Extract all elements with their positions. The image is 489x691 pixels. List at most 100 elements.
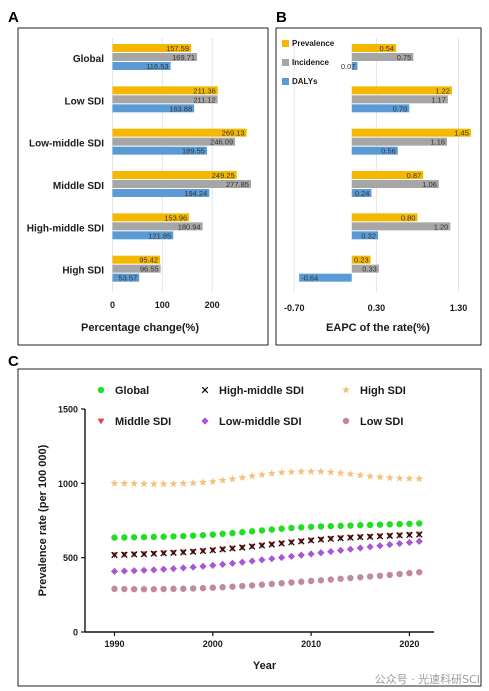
point-c-low_middle	[337, 546, 345, 554]
point-c-global	[288, 524, 295, 532]
point-c-low_middle	[219, 560, 227, 568]
point-c-high	[385, 473, 394, 482]
value-label-a-incidence: 96.55	[140, 265, 159, 274]
value-label-a-prevalence: 211.36	[193, 86, 215, 95]
point-c-low	[298, 578, 305, 585]
point-c-high	[169, 479, 178, 488]
bar-a-prevalence	[112, 171, 237, 179]
point-c-high_middle	[150, 550, 158, 557]
point-c-low_middle	[140, 566, 148, 574]
point-c-high	[316, 467, 325, 475]
legend-swatch-b-dalys	[282, 78, 289, 85]
point-c-low_middle	[376, 542, 384, 550]
point-c-high_middle	[278, 540, 285, 547]
value-label-b-incidence: 1.20	[434, 222, 449, 231]
x-axis-title-a: Percentage change(%)	[81, 322, 199, 334]
point-c-global	[121, 534, 128, 541]
value-label-a-incidence: 211.12	[193, 95, 215, 104]
legend-swatch-b-prevalence	[282, 40, 289, 47]
point-c-low_middle	[110, 567, 119, 575]
point-c-low_middle	[317, 549, 325, 557]
value-label-a-prevalence: 95.42	[139, 256, 158, 265]
point-c-low_middle	[395, 539, 404, 548]
x-tick-label-b: -0.70	[284, 303, 305, 313]
point-c-low_middle	[327, 547, 335, 556]
bar-b-dalys	[351, 189, 372, 197]
point-c-high_middle	[327, 535, 335, 543]
point-c-low_middle	[238, 558, 246, 566]
bar-a-dalys	[112, 231, 174, 240]
point-c-global	[357, 522, 364, 529]
value-label-b-incidence: 0.75	[397, 53, 412, 62]
bar-a-dalys	[112, 273, 140, 282]
legend-label-b-dalys: DALYs	[292, 77, 318, 86]
x-axis-title-c: Year	[253, 660, 277, 672]
point-c-low	[180, 585, 187, 592]
point-c-high_middle	[337, 534, 344, 542]
point-c-low_middle	[228, 559, 237, 567]
point-c-low_middle	[297, 551, 305, 559]
value-label-a-dalys: 194.24	[184, 189, 207, 198]
point-c-high_middle	[357, 533, 364, 541]
value-label-b-dalys: 0.32	[361, 231, 376, 240]
legend-marker-c-high	[342, 385, 350, 394]
point-c-high	[356, 470, 365, 479]
point-c-high_middle	[140, 550, 148, 558]
legend-label-c-low_middle: Low-middle SDI	[219, 416, 302, 428]
bar-a-dalys	[112, 104, 195, 113]
point-c-low	[229, 583, 236, 590]
point-c-global	[337, 522, 344, 530]
point-c-global	[366, 521, 374, 529]
point-c-high_middle	[219, 546, 226, 553]
value-label-a-incidence: 246.09	[210, 138, 233, 147]
point-c-high	[287, 467, 296, 476]
bar-b-dalys	[351, 62, 358, 70]
panel-a-letter: A	[8, 9, 19, 26]
bar-b-incidence	[351, 95, 448, 104]
legend-label-c-low: Low SDI	[360, 416, 403, 428]
point-c-low	[327, 576, 334, 583]
point-c-low	[111, 585, 118, 593]
bar-a-incidence	[112, 95, 218, 104]
legend-marker-c-global	[97, 386, 105, 394]
point-c-high	[336, 468, 345, 477]
bar-a-prevalence	[112, 213, 190, 222]
point-c-high_middle	[170, 549, 177, 557]
y-axis-title-c: Prevalence rate (per 100 000)	[37, 444, 49, 596]
legend-marker-c-high_middle	[201, 386, 209, 394]
point-c-high	[159, 479, 168, 488]
point-c-global	[298, 524, 305, 531]
bar-a-incidence	[112, 137, 236, 146]
point-c-low	[307, 577, 315, 585]
point-c-low	[366, 573, 374, 580]
point-c-low	[209, 584, 217, 591]
bar-b-incidence	[351, 180, 439, 188]
bar-a-incidence	[112, 222, 203, 231]
point-c-low	[199, 584, 207, 592]
category-label-a: Low-middle SDI	[29, 139, 104, 150]
value-label-b-incidence: 1.17	[431, 95, 446, 104]
bar-a-prevalence	[112, 128, 247, 137]
point-c-high	[218, 476, 227, 484]
point-c-high_middle	[160, 549, 167, 557]
legend-label-c-high_middle: High-middle SDI	[219, 385, 304, 397]
point-c-low_middle	[287, 552, 296, 560]
y-tick-label-c: 1500	[58, 405, 78, 415]
value-label-b-dalys: -0.64	[301, 274, 318, 283]
point-c-low	[278, 580, 285, 587]
point-c-high	[238, 473, 247, 481]
point-c-low	[396, 570, 403, 578]
value-label-a-incidence: 169.71	[172, 53, 195, 62]
bar-b-prevalence	[351, 44, 397, 52]
point-c-global	[130, 534, 138, 541]
point-c-global	[278, 525, 285, 532]
point-c-global	[347, 522, 354, 529]
x-tick-label-c: 2010	[301, 639, 321, 649]
point-c-high	[248, 471, 257, 480]
point-c-global	[229, 529, 236, 537]
category-label-a: Low SDI	[65, 96, 105, 107]
bar-b-incidence	[351, 264, 379, 273]
point-c-high	[415, 474, 424, 483]
x-tick-label-a: 100	[155, 300, 170, 310]
legend-marker-c-middle	[97, 418, 105, 425]
